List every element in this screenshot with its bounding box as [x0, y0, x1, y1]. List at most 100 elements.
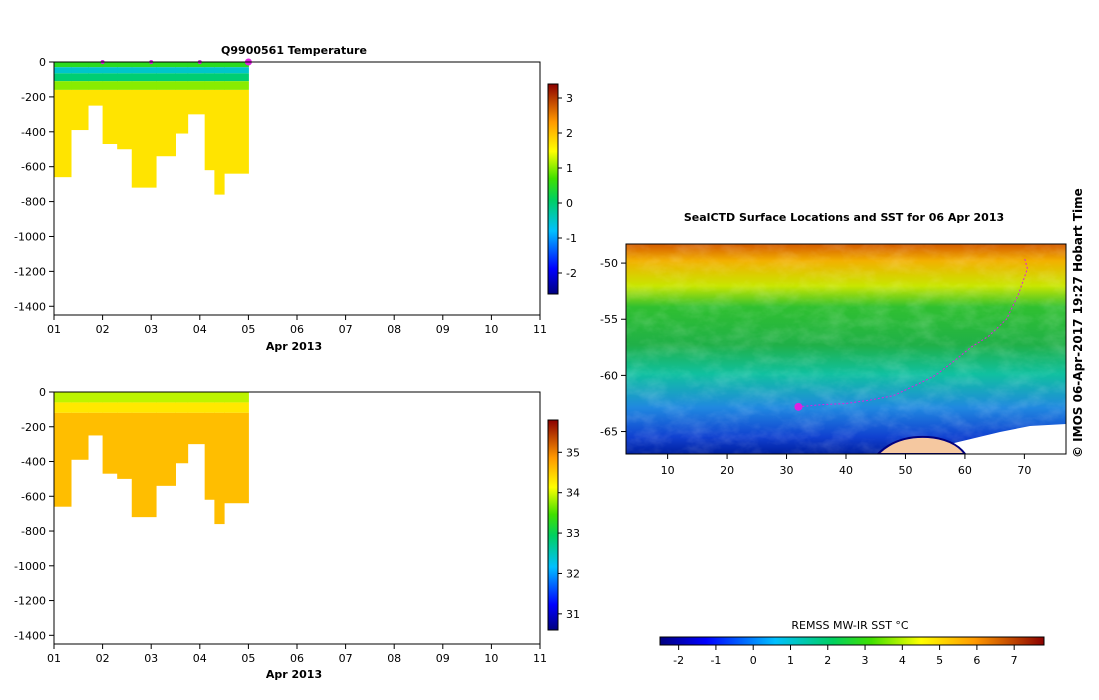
section-cell	[117, 67, 133, 74]
map-x-tick-label: 70	[1017, 464, 1031, 477]
section-cell	[175, 412, 189, 464]
y-tick-label: -200	[21, 421, 46, 434]
sst-colorbar-tick-label: 5	[936, 654, 943, 667]
map-x-tick-label: 50	[898, 464, 912, 477]
map-title: SealCTD Surface Locations and SST for 06…	[684, 211, 1004, 224]
sst-colorbar-tick-label: -1	[710, 654, 721, 667]
section-cell	[224, 67, 249, 74]
x-tick-label: 09	[436, 323, 450, 336]
section-cell	[224, 412, 249, 504]
section-cell	[214, 392, 225, 403]
y-tick-label: -600	[21, 161, 46, 174]
panel1-xlabel: Apr 2013	[266, 340, 322, 353]
temperature-section	[54, 58, 252, 195]
x-tick-label: 11	[533, 652, 547, 665]
panel2-xlabel: Apr 2013	[266, 668, 322, 681]
section-cell	[224, 89, 249, 174]
sst-colorbar-tick-label: 1	[787, 654, 794, 667]
y-tick-label: -200	[21, 91, 46, 104]
antarctica-land	[876, 435, 967, 454]
section-cell	[214, 73, 225, 82]
section-cell	[204, 392, 215, 403]
map-x-tick-label: 30	[780, 464, 794, 477]
section-cell	[102, 392, 118, 403]
sst-colorbar-tick-label: 0	[750, 654, 757, 667]
section-cell	[156, 89, 176, 157]
section-cell	[71, 89, 89, 131]
colorbar-tick-label: 1	[566, 162, 573, 175]
section-cell	[117, 412, 133, 479]
section-cell	[187, 412, 206, 445]
section-cell	[54, 402, 72, 413]
colorbar-tick-label: 31	[566, 608, 580, 621]
seal-track	[794, 257, 1028, 411]
section-cell	[88, 81, 104, 90]
section-cell	[214, 412, 225, 525]
section-cell	[71, 392, 89, 403]
section-cell	[117, 81, 133, 90]
section-cell	[156, 62, 176, 68]
x-tick-label: 09	[436, 652, 450, 665]
x-tick-label: 04	[193, 323, 207, 336]
sst-colorbar-label: REMSS MW-IR SST °C	[791, 619, 909, 632]
map-x-tick-label: 60	[958, 464, 972, 477]
colorbar-tick-label: 33	[566, 527, 580, 540]
section-cell	[224, 62, 249, 68]
section-cell	[117, 62, 133, 68]
map-axes: 10 20 30 40 50 60 70 -50 -55 -60 -65	[600, 257, 1031, 477]
panel2-axes: 01 02 03 04 05 06 07 08 09 10 11 0 -200 -400 -600 -800 -…	[14, 386, 547, 665]
section-cell	[117, 89, 133, 150]
sst-colorbar-tick-label: 6	[973, 654, 980, 667]
ice-mask	[940, 424, 1066, 454]
panel1-axes: 01 02 03 04 05 06 07 08 09 10 11 0 -200 -400 -600 -800 -…	[14, 56, 547, 336]
x-tick-label: 04	[193, 652, 207, 665]
x-tick-label: 05	[241, 652, 255, 665]
section-cell	[224, 402, 249, 413]
x-tick-label: 11	[533, 323, 547, 336]
section-cell	[224, 81, 249, 90]
y-tick-label: -1000	[14, 230, 46, 243]
y-tick-label: -800	[21, 196, 46, 209]
y-tick-label: -400	[21, 126, 46, 139]
colorbar-tick-label: 2	[566, 127, 573, 140]
sst-colorbar-tick-label: 7	[1011, 654, 1018, 667]
section-cell	[224, 73, 249, 82]
section-cell	[187, 402, 206, 413]
section-cell	[117, 402, 133, 413]
sst-colorbar-tick-label: 2	[824, 654, 831, 667]
colorbar-tick-label: -2	[566, 267, 577, 280]
y-tick-label: -1200	[14, 595, 46, 608]
section-cell	[54, 62, 72, 68]
colorbar-tick-label: 3	[566, 92, 573, 105]
section-cell	[54, 89, 72, 178]
section-cell	[156, 402, 176, 413]
section-cell	[156, 392, 176, 403]
salinity-colorbar-ticks: 35 34 33 32 31	[558, 446, 580, 621]
section-cell	[214, 62, 225, 68]
salinity-section	[54, 392, 249, 525]
map-y-tick-label: -65	[600, 426, 618, 439]
section-cell	[102, 89, 118, 145]
section-cell	[131, 73, 157, 82]
section-cell	[102, 402, 118, 413]
sst-colorbar	[659, 636, 1045, 646]
x-tick-label: 07	[339, 323, 353, 336]
section-cell	[102, 62, 118, 68]
section-cell	[71, 402, 89, 413]
map-y-tick-label: -55	[600, 313, 618, 326]
colorbar-tick-label: 0	[566, 197, 573, 210]
section-cell	[88, 89, 104, 106]
sst-texture	[626, 244, 1066, 454]
temperature-colorbar-ticks: 3 2 1 0 -1 -2	[558, 92, 577, 280]
sst-map	[626, 244, 1066, 454]
section-cell	[131, 81, 157, 90]
x-tick-label: 10	[484, 652, 498, 665]
section-cell	[71, 62, 89, 68]
sst-colorbar-ticks: -2 -1 0 1 2 3 4 5 6 7	[673, 645, 1018, 667]
section-cell	[54, 67, 72, 74]
x-tick-label: 01	[47, 652, 61, 665]
y-tick-label: -400	[21, 456, 46, 469]
section-cell	[175, 62, 189, 68]
section-cell	[214, 81, 225, 90]
section-cell	[187, 89, 206, 115]
